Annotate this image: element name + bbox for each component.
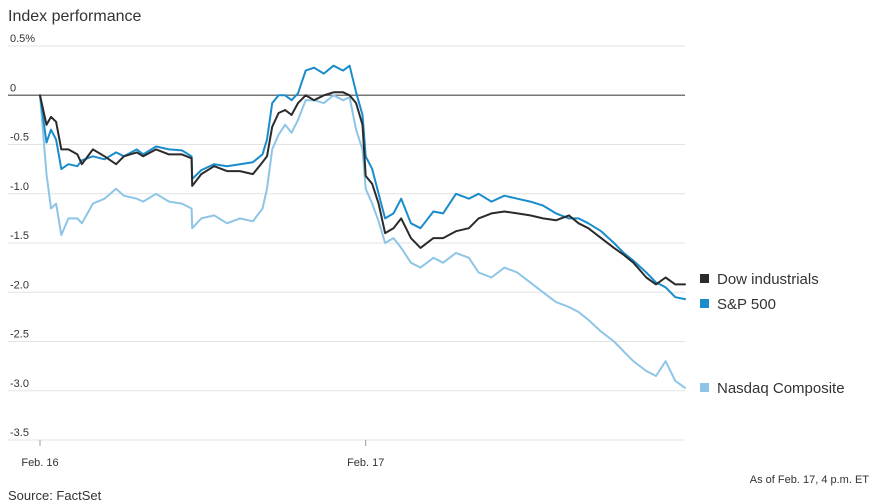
y-tick-label: -1.0 <box>10 181 29 193</box>
y-tick-label: -3.5 <box>10 427 29 439</box>
legend-swatch <box>700 299 709 308</box>
legend-label: S&P 500 <box>717 296 776 313</box>
series-line-s-p-500 <box>39 64 686 301</box>
gridlines <box>8 45 685 441</box>
y-tick-label: 0.5% <box>10 33 35 45</box>
y-tick-label: -3.0 <box>10 378 29 390</box>
legend-swatch <box>700 274 709 283</box>
legend-label: Dow industrials <box>717 271 819 288</box>
y-tick-label: -2.0 <box>10 279 29 291</box>
y-tick-label: -0.5 <box>10 132 29 144</box>
legend-swatch <box>700 383 709 392</box>
series-lines <box>39 64 686 389</box>
series-line-dow-industrials <box>39 91 686 286</box>
legend-label: Nasdaq Composite <box>717 380 845 397</box>
x-tick-label: Feb. 16 <box>21 457 58 469</box>
legend: Dow industrials S&P 500 Nasdaq Composite <box>700 271 845 397</box>
y-tick-label: -2.5 <box>10 329 29 341</box>
y-tick-label: 0 <box>10 82 16 94</box>
x-axis-ticks: Feb. 16 Feb. 17 <box>21 440 384 469</box>
chart-title: Index performance <box>8 8 142 25</box>
x-tick-label: Feb. 17 <box>347 457 384 469</box>
source-note: Source: FactSet <box>8 488 102 503</box>
y-axis-ticks: 0.5% 0 -0.5 -1.0 -1.5 -2.0 -2.5 -3.0 -3.5 <box>10 33 35 439</box>
series-line-nasdaq-composite <box>39 94 686 389</box>
y-tick-label: -1.5 <box>10 230 29 242</box>
timestamp-note: As of Feb. 17, 4 p.m. ET <box>750 474 869 486</box>
